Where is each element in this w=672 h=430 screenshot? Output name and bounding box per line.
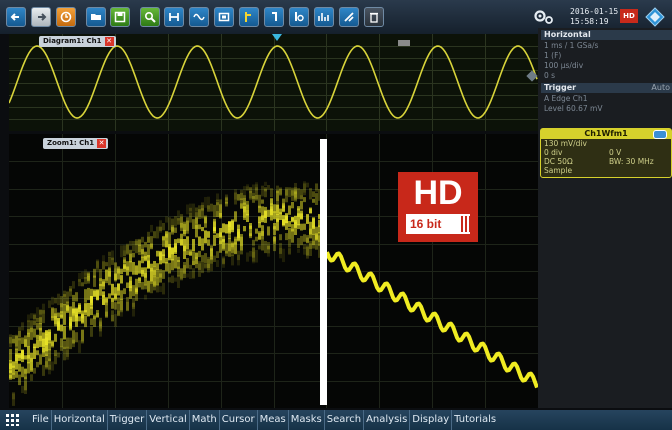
- hd-logo-bars-icon: [461, 216, 471, 232]
- history-icon[interactable]: [289, 7, 309, 27]
- horizontal-title[interactable]: Horizontal: [541, 30, 672, 40]
- signal-bar-icon[interactable]: [645, 7, 665, 31]
- trigger-line-2: Level 60.67 mV: [544, 104, 603, 113]
- hd-mode-badge[interactable]: HD: [620, 9, 638, 23]
- zoom-label: Zoom1: Ch1 ✕: [43, 138, 109, 149]
- waveform-coupling: DC 50Ω BW: 30 MHz: [541, 157, 671, 166]
- waveform-scale: 130 mV/div: [544, 139, 587, 148]
- delete-icon[interactable]: [364, 7, 384, 27]
- trigger-title[interactable]: Trigger Auto: [541, 83, 672, 93]
- menu-item-trigger[interactable]: Trigger: [108, 410, 148, 430]
- hd-logo-text: HD: [413, 174, 463, 212]
- horizontal-line-3: 100 µs/div: [544, 61, 584, 70]
- divider-bar: [320, 139, 327, 405]
- menu-bar: File Horizontal Trigger Vertical Math Cursor M…: [0, 410, 672, 430]
- menu-item-file[interactable]: File: [30, 410, 52, 430]
- menu-item-math[interactable]: Math: [190, 410, 220, 430]
- screenshot-icon[interactable]: [214, 7, 234, 27]
- waveform-bw-text: BW: 30 MHz: [609, 157, 654, 166]
- forward-icon[interactable]: [31, 7, 51, 27]
- zoom-label-text: Zoom1: Ch1: [47, 139, 95, 147]
- zoom-icon[interactable]: [140, 7, 160, 27]
- math-icon[interactable]: [189, 7, 209, 27]
- waveform-offset-value: 0 V: [609, 148, 622, 157]
- diagram-area[interactable]: Diagram1: Ch1 ✕: [9, 34, 538, 131]
- diagram-label-text: Diagram1: Ch1: [43, 37, 102, 45]
- menu-item-meas[interactable]: Meas: [258, 410, 289, 430]
- hd-logo: HD 16 bit: [398, 172, 478, 242]
- menu-item-search[interactable]: Search: [325, 410, 365, 430]
- hardcopy-icon[interactable]: [164, 7, 184, 27]
- waveform-coupling-text: DC 50Ω: [544, 157, 573, 166]
- open-file-icon[interactable]: [86, 7, 106, 27]
- trigger-position-marker[interactable]: [272, 34, 282, 41]
- trigger-line-1: A Edge Ch1: [544, 94, 588, 103]
- menu-item-masks[interactable]: Masks: [289, 410, 325, 430]
- settings-icon[interactable]: [534, 9, 554, 29]
- zoom-window-marker[interactable]: [398, 40, 410, 46]
- waveform-toggle-icon[interactable]: [653, 130, 667, 139]
- waveform-offset: 0 div 0 V: [541, 148, 671, 157]
- datetime: 2016-01-15 15:58:19: [570, 7, 618, 27]
- close-icon[interactable]: ✕: [104, 37, 114, 46]
- horizontal-line-1: 1 ms / 1 GSa/s: [544, 41, 599, 50]
- menu-items: File Horizontal Trigger Vertical Math Cursor M…: [30, 410, 498, 430]
- back-icon[interactable]: [6, 7, 26, 27]
- menu-grid-icon[interactable]: [6, 414, 20, 426]
- autoset-icon[interactable]: [56, 7, 76, 27]
- cursor-icon[interactable]: [239, 7, 259, 27]
- menu-item-tutorials[interactable]: Tutorials: [454, 414, 497, 425]
- menu-item-horizontal[interactable]: Horizontal: [52, 410, 108, 430]
- fft-icon[interactable]: [314, 7, 334, 27]
- time-text: 15:58:19: [570, 17, 609, 26]
- close-icon[interactable]: ✕: [97, 139, 107, 148]
- horizontal-line-4: 0 s: [544, 71, 556, 80]
- horizontal-line-2: 1 (F): [544, 51, 562, 60]
- menu-item-analysis[interactable]: Analysis: [364, 410, 411, 430]
- main-toolbar: 2016-01-15 15:58:19 HD: [0, 0, 672, 34]
- menu-item-display[interactable]: Display: [410, 410, 453, 430]
- hd-logo-subtitle: 16 bit: [406, 214, 470, 234]
- waveform-info-box[interactable]: Ch1Wfm1 130 mV/div 0 div 0 V DC 50Ω BW: …: [540, 128, 672, 178]
- waveform-mode: Sample: [544, 166, 573, 175]
- signal-bar[interactable]: Horizontal 1 ms / 1 GSa/s 1 (F) 100 µs/d…: [538, 28, 672, 408]
- save-icon[interactable]: [110, 7, 130, 27]
- measure-icon[interactable]: [264, 7, 284, 27]
- mask-icon[interactable]: [339, 7, 359, 27]
- diagram-label: Diagram1: Ch1 ✕: [39, 36, 116, 47]
- trigger-title-text: Trigger: [544, 83, 577, 92]
- waveform-offset-label: 0 div: [544, 148, 563, 157]
- menu-item-cursor[interactable]: Cursor: [220, 410, 258, 430]
- menu-item-vertical[interactable]: Vertical: [147, 410, 190, 430]
- waveform-title: Ch1Wfm1: [541, 129, 671, 139]
- trigger-mode: Auto: [651, 83, 670, 92]
- date-text: 2016-01-15: [570, 7, 619, 16]
